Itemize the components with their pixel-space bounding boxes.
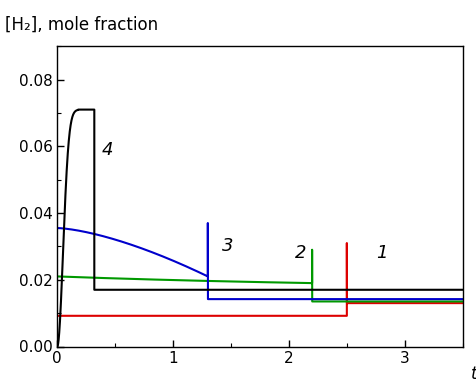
Text: t, s: t, s [470,365,476,383]
Text: 4: 4 [101,141,112,159]
Text: [H₂], mole fraction: [H₂], mole fraction [4,16,158,34]
Text: 3: 3 [221,238,233,255]
Text: 1: 1 [375,244,387,262]
Text: 2: 2 [294,244,306,262]
